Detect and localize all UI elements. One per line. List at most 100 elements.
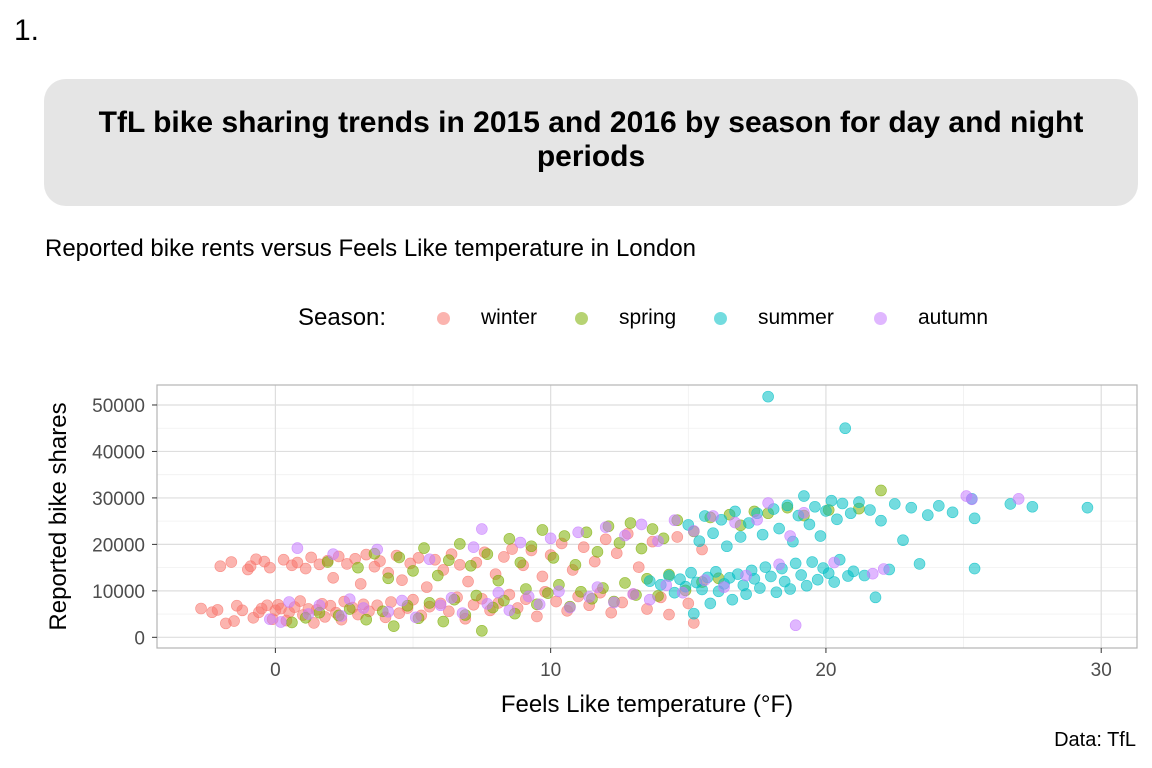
- chart-title: TfL bike sharing trends in 2015 and 2016…: [98, 106, 1084, 173]
- point-summer: [869, 591, 882, 604]
- legend-label-spring: spring: [619, 306, 677, 329]
- y-tick-label: 50000: [92, 396, 145, 417]
- point-autumn: [729, 516, 741, 529]
- point-autumn: [467, 541, 480, 553]
- point-spring: [431, 569, 444, 582]
- point-summer: [968, 562, 981, 575]
- point-winter: [536, 570, 549, 583]
- point-spring: [481, 548, 494, 560]
- point-spring: [470, 589, 483, 602]
- point-winter: [264, 561, 276, 574]
- point-spring: [476, 625, 488, 637]
- point-spring: [875, 484, 887, 497]
- point-spring: [503, 533, 516, 545]
- x-axis-label: Feels Like temperature (°F): [501, 691, 793, 718]
- point-autumn: [668, 514, 681, 527]
- point-winter: [588, 555, 601, 568]
- point-autumn: [434, 599, 447, 612]
- y-tick-label: 20000: [92, 535, 145, 556]
- point-autumn: [275, 616, 287, 628]
- point-autumn: [789, 619, 802, 632]
- point-autumn: [514, 536, 527, 549]
- point-autumn: [396, 594, 408, 607]
- point-autumn: [877, 563, 890, 575]
- point-spring: [624, 517, 637, 529]
- point-spring: [442, 554, 455, 566]
- point-winter: [442, 605, 455, 618]
- point-summer: [1026, 500, 1039, 513]
- point-autumn: [599, 521, 612, 533]
- point-summer: [811, 573, 824, 586]
- point-autumn: [335, 610, 348, 622]
- point-autumn: [583, 591, 595, 603]
- point-autumn: [635, 518, 648, 531]
- point-autumn: [762, 497, 774, 509]
- point-autumn: [371, 543, 384, 556]
- point-summer: [800, 579, 813, 592]
- point-winter: [550, 595, 562, 608]
- point-summer: [740, 588, 752, 600]
- point-autumn: [699, 574, 711, 586]
- x-tick-label: 10: [540, 660, 561, 681]
- point-winter: [420, 581, 433, 593]
- point-summer: [729, 505, 741, 518]
- point-summer: [773, 522, 785, 535]
- point-winter: [462, 575, 474, 588]
- y-tick-label: 0: [134, 628, 145, 649]
- point-spring: [542, 587, 554, 599]
- point-autumn: [544, 532, 557, 545]
- point-spring: [498, 594, 510, 607]
- point-winter: [214, 560, 227, 573]
- point-summer: [946, 506, 959, 519]
- point-summer: [795, 569, 807, 581]
- point-spring: [536, 524, 549, 536]
- point-winter: [195, 602, 207, 615]
- legend-title: Season:: [298, 304, 387, 331]
- caption: Data: TfL: [1054, 729, 1136, 751]
- point-autumn: [522, 590, 535, 603]
- point-autumn: [533, 598, 546, 611]
- legend-label-winter: winter: [481, 306, 538, 329]
- legend-marker-winter: [437, 312, 450, 325]
- panel-border: [156, 384, 1138, 649]
- point-autumn: [564, 601, 576, 614]
- point-winter: [599, 533, 612, 546]
- point-spring: [418, 542, 430, 554]
- point-autumn: [751, 513, 763, 526]
- point-winter: [228, 615, 240, 627]
- legend-marker-summer: [714, 312, 727, 325]
- point-winter: [385, 596, 397, 608]
- point-summer: [864, 504, 876, 516]
- point-winter: [531, 610, 543, 623]
- point-winter: [671, 531, 684, 543]
- point-autumn: [382, 605, 395, 618]
- point-summer: [726, 593, 739, 606]
- point-autumn: [264, 613, 276, 625]
- point-autumn: [343, 593, 356, 606]
- point-autumn: [627, 588, 640, 600]
- point-winter: [277, 553, 290, 566]
- point-autumn: [409, 611, 422, 624]
- point-winter: [354, 578, 367, 590]
- point-spring: [387, 620, 400, 632]
- point-summer: [806, 556, 818, 568]
- point-winter: [577, 541, 590, 553]
- point-summer: [875, 514, 887, 527]
- point-summer: [762, 390, 774, 403]
- point-winter: [236, 604, 249, 617]
- point-spring: [360, 613, 373, 626]
- point-autumn: [619, 529, 631, 542]
- point-winter: [605, 606, 618, 619]
- point-autumn: [291, 542, 304, 554]
- point-summer: [913, 558, 926, 570]
- point-summer: [643, 575, 656, 587]
- point-winter: [299, 562, 312, 575]
- point-autumn: [608, 596, 620, 609]
- point-spring: [646, 523, 659, 535]
- point-spring: [393, 551, 406, 564]
- point-spring: [619, 577, 631, 589]
- point-autumn: [643, 593, 656, 606]
- point-summer: [803, 518, 816, 531]
- point-winter: [663, 608, 675, 621]
- point-spring: [525, 540, 538, 553]
